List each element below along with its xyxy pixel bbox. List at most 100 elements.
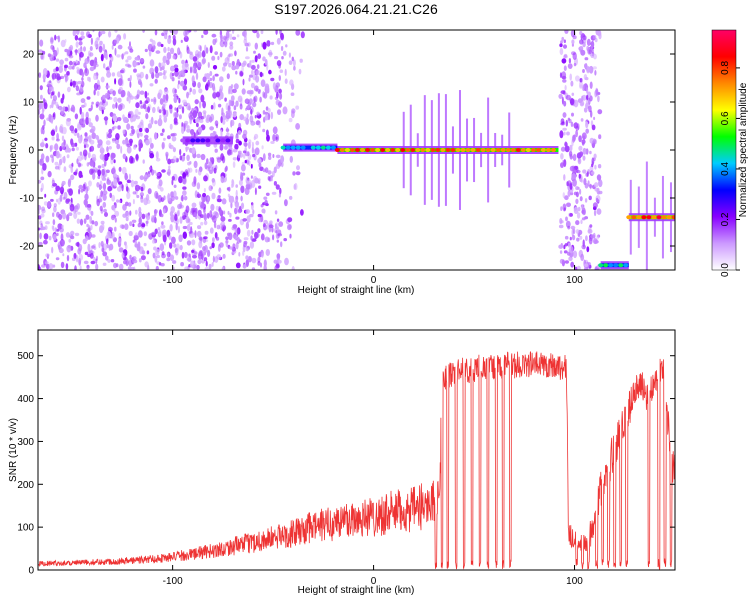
noise-cell (243, 30, 247, 38)
noise-cell (563, 53, 568, 58)
noise-cell (80, 98, 86, 104)
noise-cell (138, 258, 142, 263)
noise-cell (138, 230, 143, 238)
noise-cell (76, 218, 81, 224)
noise-cell (235, 64, 240, 70)
noise-cell (577, 123, 580, 130)
y-tick-label: 200 (17, 480, 34, 491)
noise-cell (264, 83, 270, 90)
noise-cell (133, 180, 138, 185)
noise-cell (123, 33, 127, 40)
noise-cell (248, 139, 252, 144)
noise-cell (43, 119, 46, 127)
noise-cell (563, 174, 566, 181)
noise-cell (175, 222, 178, 231)
noise-cell (249, 241, 255, 249)
noise-cell (86, 204, 92, 208)
noise-cell (586, 94, 589, 101)
track-dot (530, 148, 536, 152)
noise-cell (214, 51, 218, 55)
noise-cell (104, 212, 108, 217)
track-dot (180, 138, 186, 143)
noise-cell (251, 146, 254, 154)
noise-cell (231, 179, 234, 185)
noise-cell (221, 198, 227, 205)
track-dot (535, 148, 541, 152)
noise-cell (206, 212, 210, 219)
noise-cell (46, 201, 52, 208)
noise-cell (234, 143, 239, 150)
noise-cell (107, 132, 112, 139)
noise-cell (580, 179, 583, 183)
noise-cell (151, 40, 156, 46)
noise-cell (51, 72, 57, 80)
noise-cell (159, 66, 163, 71)
noise-cell (235, 262, 241, 269)
noise-cell (173, 96, 178, 104)
noise-cell (96, 182, 100, 188)
noise-cell (279, 69, 284, 73)
noise-cell (99, 101, 103, 106)
noise-cell (186, 224, 191, 232)
track-dot (200, 138, 206, 143)
noise-cell (88, 122, 93, 128)
noise-cell (264, 114, 269, 121)
noise-cell (177, 80, 181, 85)
noise-cell (558, 93, 563, 99)
noise-cell (233, 83, 239, 90)
noise-cell (172, 147, 176, 153)
track-dot (545, 148, 551, 152)
noise-cell (171, 72, 175, 77)
noise-cell (45, 155, 50, 163)
noise-cell (251, 238, 257, 242)
x-tick-label: 0 (371, 576, 377, 587)
noise-cell (189, 234, 194, 238)
noise-cell (102, 182, 107, 191)
noise-cell (242, 218, 247, 222)
noise-cell (87, 152, 91, 159)
noise-cell (228, 53, 231, 58)
track-dot (355, 148, 361, 152)
noise-cell (252, 209, 255, 215)
noise-cell (133, 144, 137, 150)
noise-cell (567, 242, 572, 248)
noise-cell (259, 71, 263, 78)
noise-cell (228, 62, 232, 68)
noise-cell (589, 150, 592, 155)
noise-cell (563, 65, 567, 71)
noise-cell (125, 258, 129, 266)
noise-cell (230, 84, 234, 89)
noise-cell (209, 126, 215, 131)
noise-cell (73, 205, 79, 213)
noise-cell (171, 179, 174, 186)
noise-cell (138, 206, 142, 214)
noise-cell (179, 216, 183, 224)
noise-cell (103, 52, 108, 59)
noise-cell (163, 34, 168, 40)
snr-line (38, 351, 675, 570)
track-dot (334, 148, 340, 152)
noise-cell (581, 95, 584, 102)
noise-cell (174, 107, 177, 111)
track-dot (310, 145, 316, 150)
noise-cell (134, 235, 139, 241)
noise-cell (580, 102, 584, 106)
noise-cell (56, 47, 59, 55)
noise-cell (89, 52, 94, 57)
noise-cell (72, 61, 77, 67)
track-dot (500, 148, 506, 152)
noise-cell (288, 52, 291, 58)
noise-cell (573, 62, 577, 67)
noise-cell (101, 244, 104, 251)
noise-cell (267, 152, 272, 157)
noise-cell (43, 79, 46, 83)
noise-cell (101, 163, 105, 169)
noise-cell (277, 109, 282, 115)
noise-cell (149, 119, 154, 124)
noise-cell (561, 36, 564, 41)
noise-cell (194, 99, 199, 105)
noise-cell (89, 253, 94, 259)
noise-cell (85, 186, 88, 195)
noise-cell (144, 174, 148, 178)
noise-cell (116, 199, 119, 203)
